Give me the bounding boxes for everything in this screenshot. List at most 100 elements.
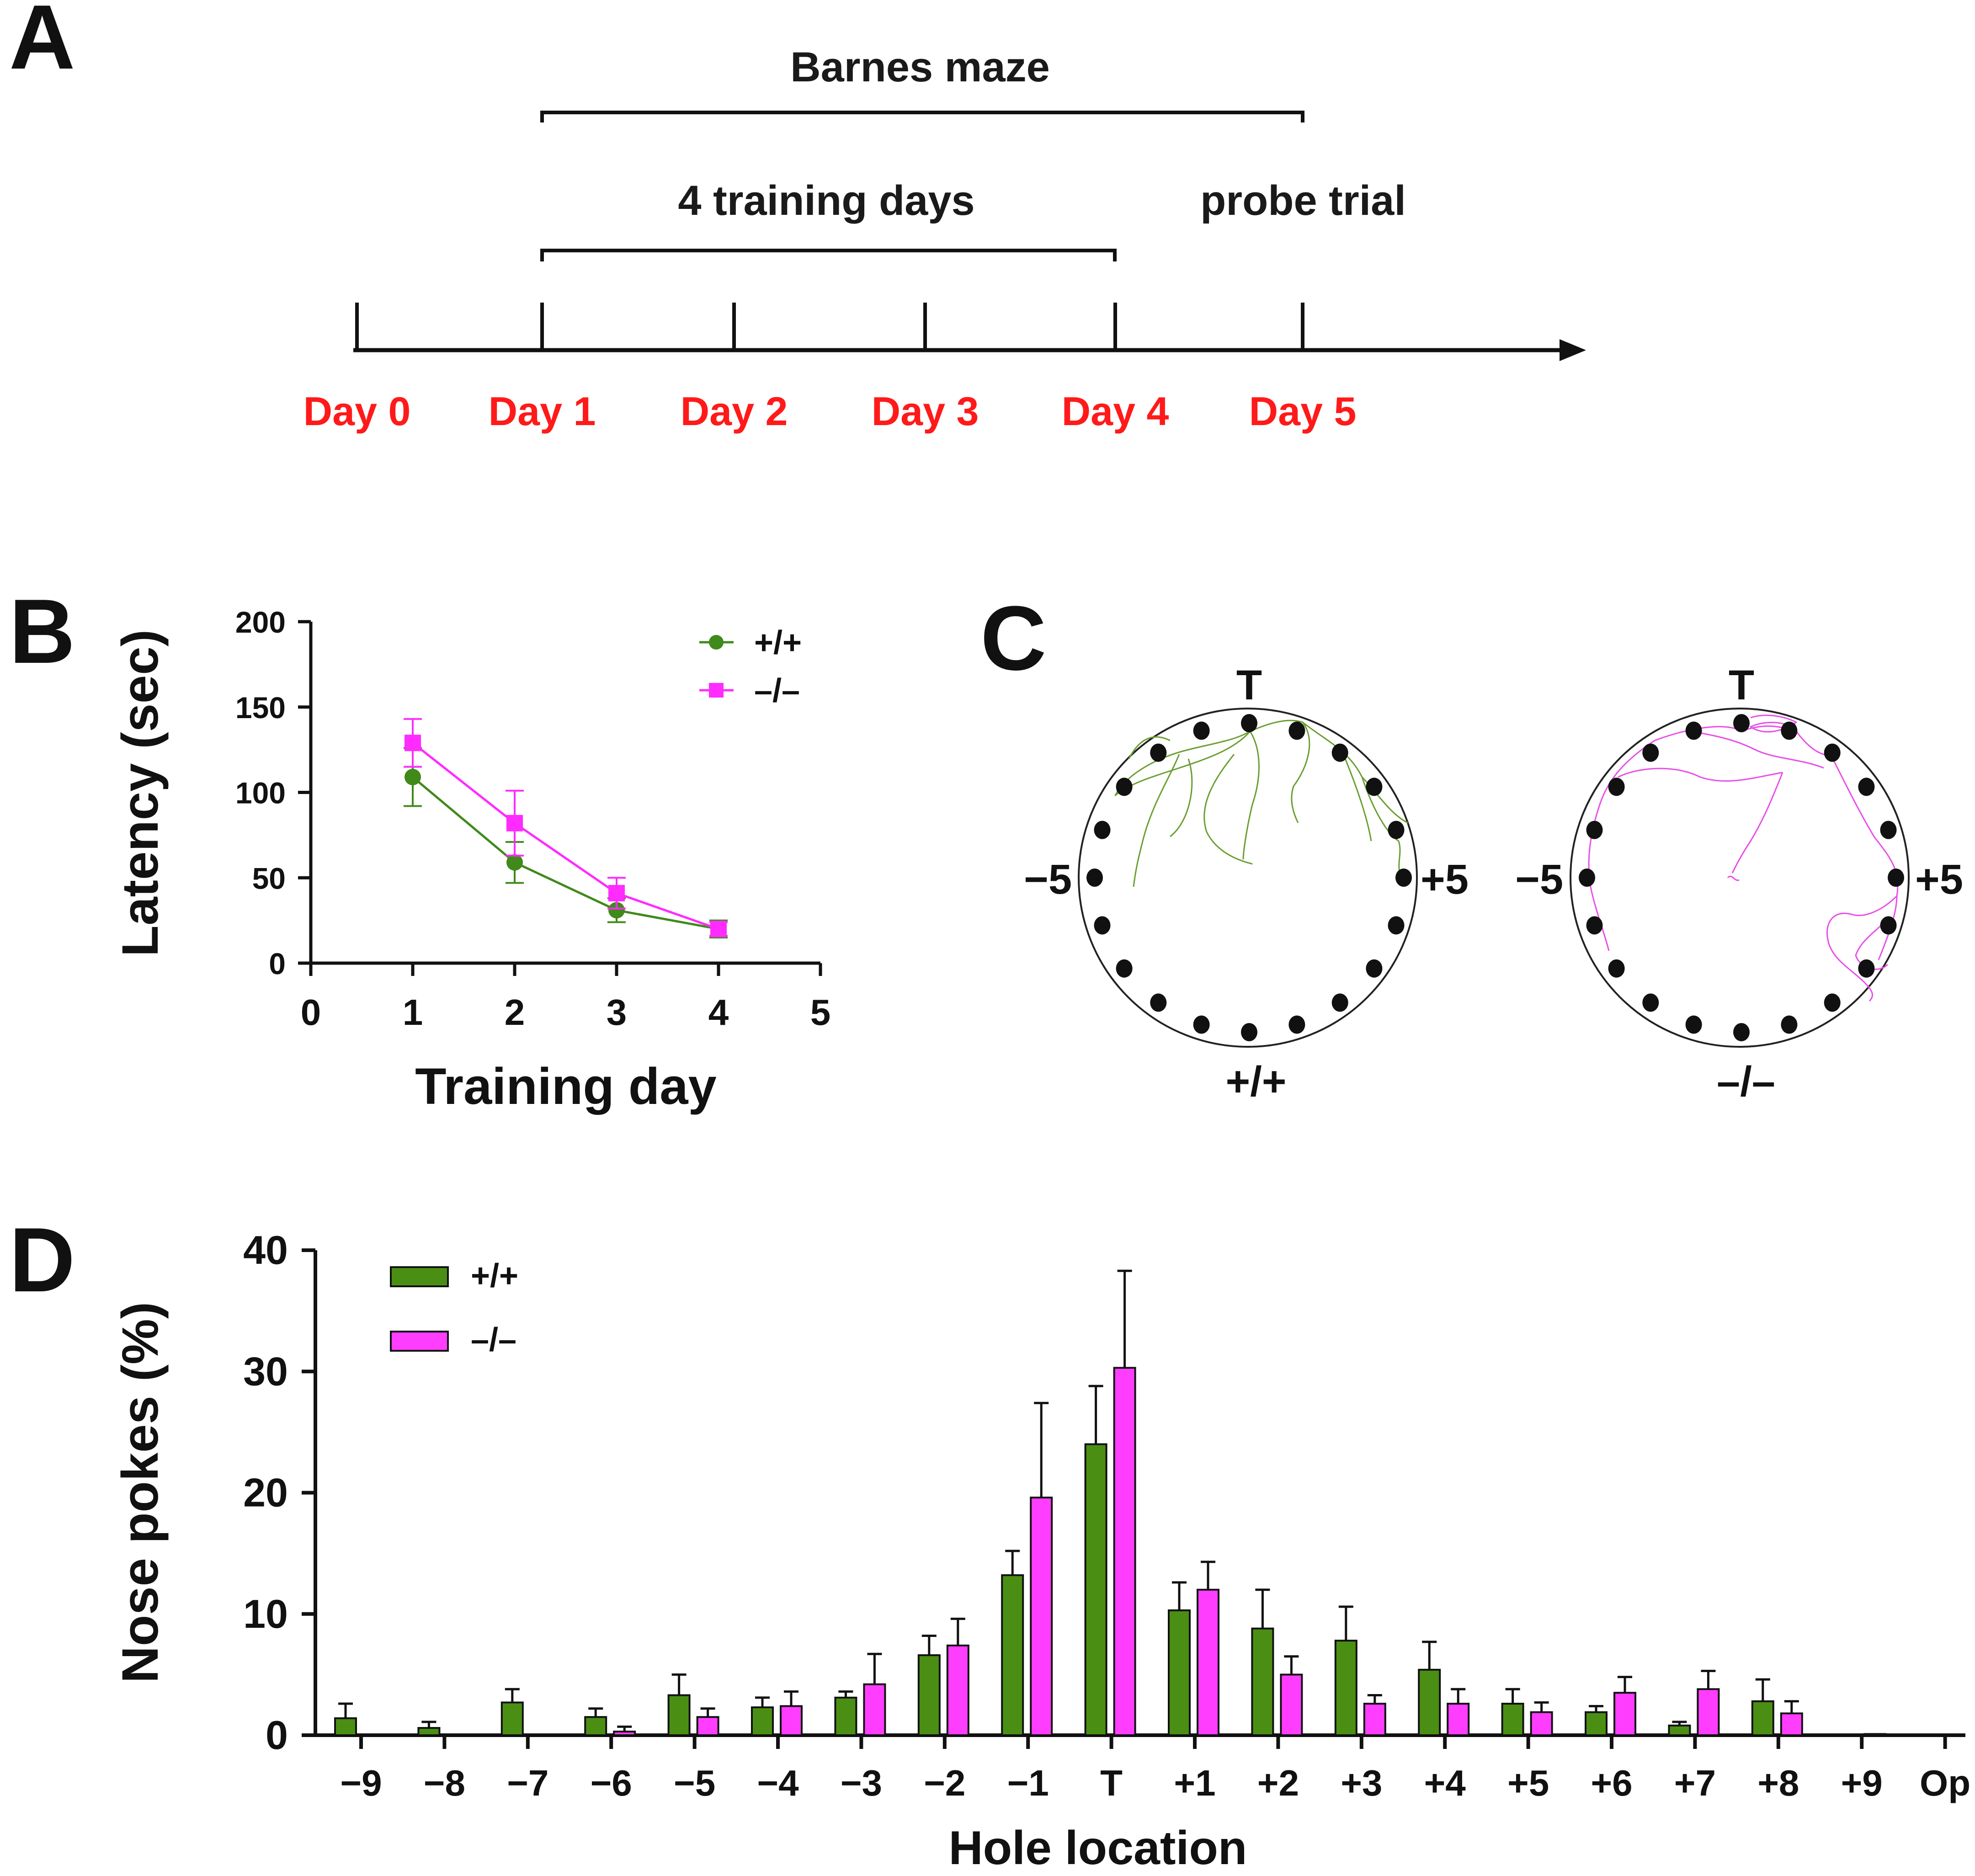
nose-pokes-legend: +/+ –/– [390,1258,518,1358]
track-segment [1242,731,1260,860]
training-days-bracket [540,249,1117,261]
hole [1880,821,1897,839]
data-point [405,735,421,751]
hole [1193,721,1210,740]
bar [1168,1609,1191,1736]
hole [1733,1023,1750,1041]
x-tick-label: +3 [1341,1763,1382,1803]
day-label: Day 2 [681,389,788,434]
x-tick-label: −3 [841,1763,882,1803]
x-tick-label: 1 [403,992,423,1033]
bar [917,1654,941,1737]
arena-wild-type-genotype: +/+ [1225,1058,1286,1105]
arena-knockout-genotype: –/– [1717,1058,1775,1105]
legend-ko-label: –/– [754,672,800,709]
bar [1363,1703,1386,1736]
track-segment [1361,776,1408,824]
bar [417,1727,441,1736]
data-point [710,921,727,938]
x-tick-label: +1 [1174,1763,1215,1803]
bar [1447,1703,1470,1736]
latency-y-label: Latency (sec) [112,629,169,957]
y-tick-label: 30 [243,1348,288,1394]
panel-b-letter: B [9,581,75,682]
hole [1586,916,1603,935]
x-tick-label: −9 [340,1763,382,1803]
x-tick-label: 3 [607,992,627,1033]
bar [946,1644,969,1737]
x-tick-label: −2 [924,1763,965,1803]
hole [1116,778,1133,796]
bar [1418,1668,1441,1736]
barnes-maze-bracket [540,111,1304,123]
bar [780,1705,803,1737]
bar [1084,1443,1107,1736]
day-label: Day 0 [303,389,411,434]
training-days-label: 4 training days [678,177,974,224]
hole [1642,993,1659,1012]
bar [696,1716,719,1736]
day-label: Day 5 [1249,389,1357,434]
bar [1501,1703,1524,1736]
knockout-track [1588,714,1899,1002]
bar [1113,1367,1136,1736]
x-tick-label: +7 [1674,1763,1716,1803]
y-tick-label: 0 [266,1712,288,1758]
track-segment [1170,758,1193,837]
panel-d: D 0 10 20 30 40 −9 −8 −7 −6 −5 −4 −3 −2 −1 T +1 +2 +3 +4 +5… [9,1209,1970,1875]
y-tick-label: 40 [243,1227,288,1273]
track-segment [1826,895,1898,1002]
bar [667,1694,691,1737]
hole [1642,743,1659,762]
y-tick-label: 50 [252,861,286,895]
data-point [608,885,625,901]
bar [1030,1497,1053,1737]
hole [1288,721,1305,740]
arena-knockout-minus5-label: −5 [1515,856,1563,903]
nose-pokes-bars [334,1269,1887,1737]
x-tick-label: +6 [1591,1763,1632,1803]
arena-wild-type-plus5-label: +5 [1421,856,1469,903]
bar [863,1683,886,1736]
hole [1150,743,1167,762]
bar [834,1696,857,1736]
x-tick-label: −1 [1007,1763,1049,1803]
hole [1781,1015,1798,1034]
y-tick-label: 20 [243,1470,288,1515]
nose-pokes-x-label: Hole location [949,1822,1247,1875]
arena-wild-type-minus5-label: −5 [1024,856,1072,903]
wild-type-track [1114,719,1408,887]
bar [1197,1588,1219,1736]
hole [1086,869,1103,887]
knockout-holes [1579,714,1904,1041]
y-tick-label: 200 [235,605,286,639]
day-ticks [355,303,1304,350]
day-label: Day 3 [872,389,979,434]
x-tick-label: +2 [1257,1763,1299,1803]
track-segment [1341,749,1372,842]
x-tick-label: −6 [591,1763,632,1803]
bar [1668,1724,1691,1737]
bar [1780,1712,1803,1736]
hole [1366,959,1383,978]
legend-ko-marker [709,683,724,698]
x-tick-label: −8 [424,1763,465,1803]
hole [1880,916,1897,935]
series-line [412,742,719,930]
legend-ko-label: –/– [471,1322,516,1358]
hole [1094,916,1111,935]
timeline-arrowhead [1560,339,1586,361]
legend-ko-swatch [390,1331,449,1352]
latency-plot [404,718,728,938]
hole [1288,1015,1305,1034]
bar [584,1716,607,1736]
hole [1608,778,1625,796]
track-segment [1731,772,1783,874]
hole [1858,959,1875,978]
bar [1613,1692,1636,1737]
bar [1280,1673,1303,1736]
panel-d-letter: D [9,1209,75,1311]
x-tick-label: −7 [507,1763,548,1803]
